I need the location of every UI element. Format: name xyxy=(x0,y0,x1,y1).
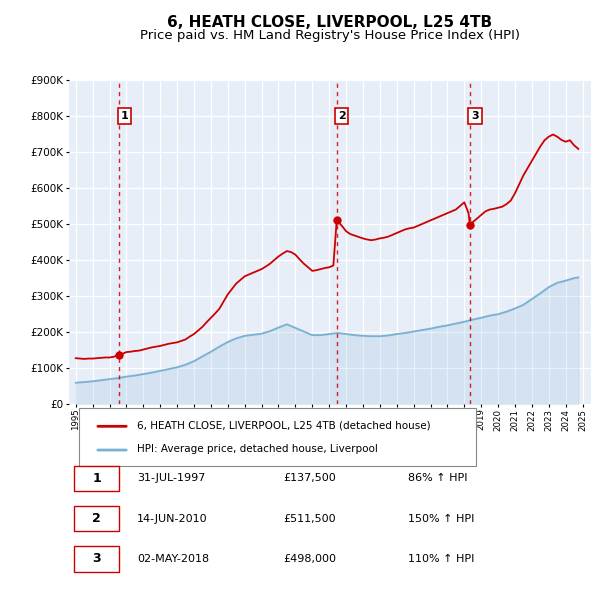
Text: 1: 1 xyxy=(92,472,101,485)
Text: 02-MAY-2018: 02-MAY-2018 xyxy=(137,554,209,563)
Text: 3: 3 xyxy=(92,552,101,565)
FancyBboxPatch shape xyxy=(79,408,476,467)
FancyBboxPatch shape xyxy=(74,466,119,491)
Text: 150% ↑ HPI: 150% ↑ HPI xyxy=(409,513,475,523)
Text: 6, HEATH CLOSE, LIVERPOOL, L25 4TB: 6, HEATH CLOSE, LIVERPOOL, L25 4TB xyxy=(167,15,493,30)
FancyBboxPatch shape xyxy=(74,546,119,572)
Text: 14-JUN-2010: 14-JUN-2010 xyxy=(137,513,208,523)
Text: £511,500: £511,500 xyxy=(283,513,335,523)
Text: £137,500: £137,500 xyxy=(283,473,336,483)
Text: 31-JUL-1997: 31-JUL-1997 xyxy=(137,473,205,483)
Text: Price paid vs. HM Land Registry's House Price Index (HPI): Price paid vs. HM Land Registry's House … xyxy=(140,30,520,42)
Text: 6, HEATH CLOSE, LIVERPOOL, L25 4TB (detached house): 6, HEATH CLOSE, LIVERPOOL, L25 4TB (deta… xyxy=(137,421,430,430)
Text: 86% ↑ HPI: 86% ↑ HPI xyxy=(409,473,468,483)
FancyBboxPatch shape xyxy=(74,506,119,532)
Text: £498,000: £498,000 xyxy=(283,554,336,563)
Text: 110% ↑ HPI: 110% ↑ HPI xyxy=(409,554,475,563)
Text: 2: 2 xyxy=(338,111,346,121)
Text: 2: 2 xyxy=(92,512,101,525)
Text: 1: 1 xyxy=(121,111,128,121)
Text: 3: 3 xyxy=(471,111,479,121)
Text: HPI: Average price, detached house, Liverpool: HPI: Average price, detached house, Live… xyxy=(137,444,378,454)
